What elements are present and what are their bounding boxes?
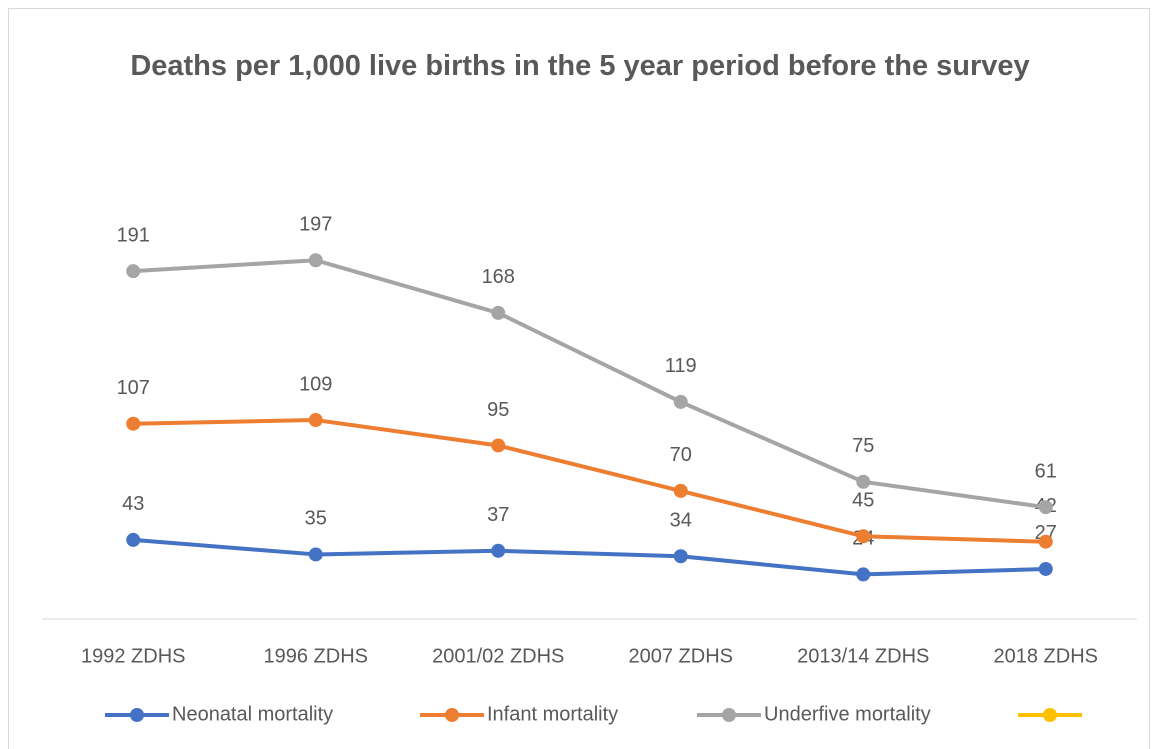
point (308, 253, 323, 268)
point (673, 549, 688, 564)
x-tick-label: 2007 ZDHS (629, 645, 734, 667)
x-tick-label: 2001/02 ZDHS (432, 645, 564, 667)
point (491, 305, 506, 320)
point (308, 547, 323, 562)
data-label: 70 (670, 444, 692, 466)
legend-label: Underfive mortality (764, 703, 931, 725)
data-label: 168 (482, 266, 515, 288)
point (673, 483, 688, 498)
legend-label: Neonatal mortality (172, 703, 333, 725)
data-label: 37 (487, 504, 509, 526)
point (126, 264, 141, 279)
chart-title: Deaths per 1,000 live births in the 5 ye… (130, 50, 1030, 82)
legend-marker (445, 708, 459, 722)
x-tick-label: 1996 ZDHS (264, 645, 369, 667)
series-line (133, 418, 1046, 544)
legend-label: Infant mortality (487, 703, 618, 725)
point (1038, 534, 1053, 549)
data-label: 95 (487, 399, 509, 421)
series-line (133, 537, 1046, 577)
data-label: 45 (852, 490, 874, 512)
point (856, 474, 871, 489)
point (308, 413, 323, 428)
data-label: 107 (117, 377, 150, 399)
data-label: 34 (670, 510, 692, 532)
series-line (133, 258, 1047, 510)
point (673, 394, 688, 409)
data-label: 75 (852, 435, 874, 457)
point (491, 438, 506, 453)
data-label: 43 (122, 493, 144, 515)
legend-marker (1043, 708, 1057, 722)
data-label: 119 (665, 355, 697, 377)
x-tick-label: 2018 ZDHS (994, 645, 1099, 667)
point (126, 416, 141, 431)
point (491, 543, 506, 558)
data-label: 61 (1035, 461, 1057, 483)
data-label: 109 (299, 373, 332, 395)
legend-marker (130, 708, 144, 722)
point (856, 567, 871, 582)
data-label: 35 (305, 508, 327, 530)
data-label: 191 (117, 224, 150, 246)
chart-frame (8, 8, 1150, 749)
point (1038, 561, 1053, 576)
data-label: 197 (299, 214, 332, 236)
x-tick-label: 1992 ZDHS (81, 645, 186, 667)
point (1038, 500, 1053, 515)
x-tick-label: 2013/14 ZDHS (797, 645, 929, 667)
legend-marker (722, 708, 736, 722)
point (856, 529, 871, 544)
point (126, 532, 141, 547)
